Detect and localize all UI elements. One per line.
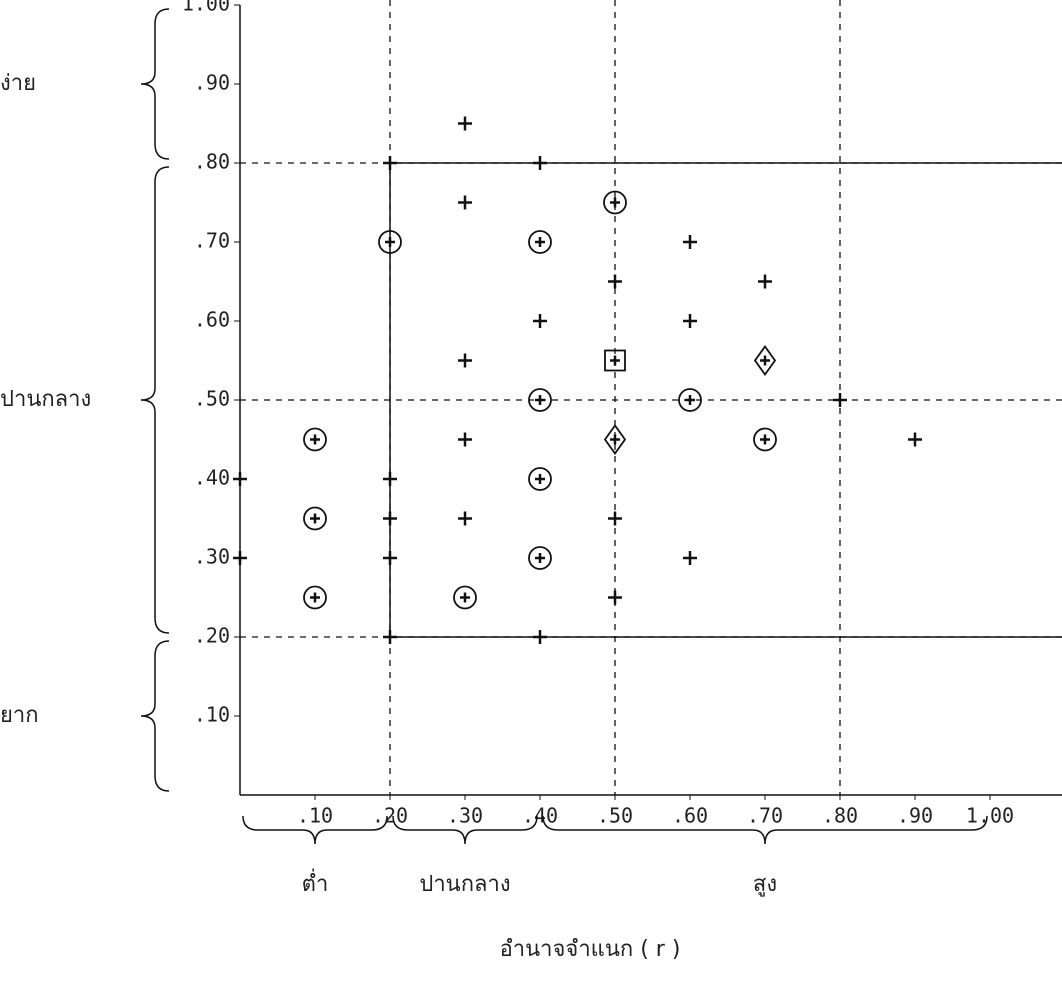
x-group-label: ต่ำ	[302, 868, 329, 897]
data-point	[755, 347, 775, 375]
data-point	[608, 275, 622, 289]
data-point	[458, 196, 472, 210]
x-tick-label: .10	[297, 804, 333, 828]
data-point	[529, 468, 551, 490]
data-point	[529, 547, 551, 569]
data-point	[383, 512, 397, 526]
data-point	[533, 630, 547, 644]
data-point	[683, 314, 697, 328]
data-point	[383, 472, 397, 486]
chart: อำนาจจำแนก ( r ) .10 .20 .30 .40 .50 .60 .70 .8…	[0, 0, 1062, 994]
y-tick-label: .60	[194, 308, 230, 332]
y-tick-label: .50	[194, 387, 230, 411]
y-tick-label: .10	[194, 703, 230, 727]
data-point	[533, 156, 547, 170]
data-point	[754, 429, 776, 451]
x-group-label: สูง	[753, 872, 777, 897]
x-tick-label: .20	[372, 804, 408, 828]
y-tick-label: .30	[194, 545, 230, 569]
y-tick-label: .40	[194, 466, 230, 490]
data-point	[304, 508, 326, 530]
x-tick-label: .40	[522, 804, 558, 828]
x-tick-label: 1.00	[966, 804, 1014, 828]
y-tick-label: .20	[194, 624, 230, 648]
data-point	[304, 587, 326, 609]
data-point	[458, 512, 472, 526]
data-point	[458, 117, 472, 131]
data-point	[908, 433, 922, 447]
x-tick-label: .70	[747, 804, 783, 828]
x-tick-label: .90	[897, 804, 933, 828]
x-tick-label: .50	[597, 804, 633, 828]
data-point	[458, 433, 472, 447]
data-point	[683, 235, 697, 249]
data-point	[533, 314, 547, 328]
data-point	[458, 354, 472, 368]
x-tick-label: .60	[672, 804, 708, 828]
group-brace	[141, 641, 169, 791]
x-tick-label: .80	[822, 804, 858, 828]
group-brace	[141, 167, 169, 633]
y-tick-label: .70	[194, 229, 230, 253]
x-tick-label: .30	[447, 804, 483, 828]
data-point	[758, 275, 772, 289]
data-point	[529, 231, 551, 253]
data-point	[383, 630, 397, 644]
y-group-label: ง่าย	[0, 71, 36, 96]
y-tick-label: .80	[194, 150, 230, 174]
data-point	[683, 551, 697, 565]
group-brace	[141, 9, 169, 159]
y-tick-label: 1.00	[182, 0, 230, 16]
data-point	[233, 472, 247, 486]
data-point	[233, 551, 247, 565]
y-group-label: ยาก	[0, 703, 39, 728]
y-group-label: ปานกลาง	[0, 387, 91, 412]
data-point	[608, 591, 622, 605]
x-axis-title: อำนาจจำแนก ( r )	[500, 937, 681, 962]
data-point	[304, 429, 326, 451]
data-point	[383, 156, 397, 170]
data-point	[454, 587, 476, 609]
data-point	[383, 551, 397, 565]
data-point	[608, 512, 622, 526]
data-point	[833, 393, 847, 407]
y-tick-label: .90	[194, 71, 230, 95]
x-group-label: ปานกลาง	[419, 872, 510, 897]
